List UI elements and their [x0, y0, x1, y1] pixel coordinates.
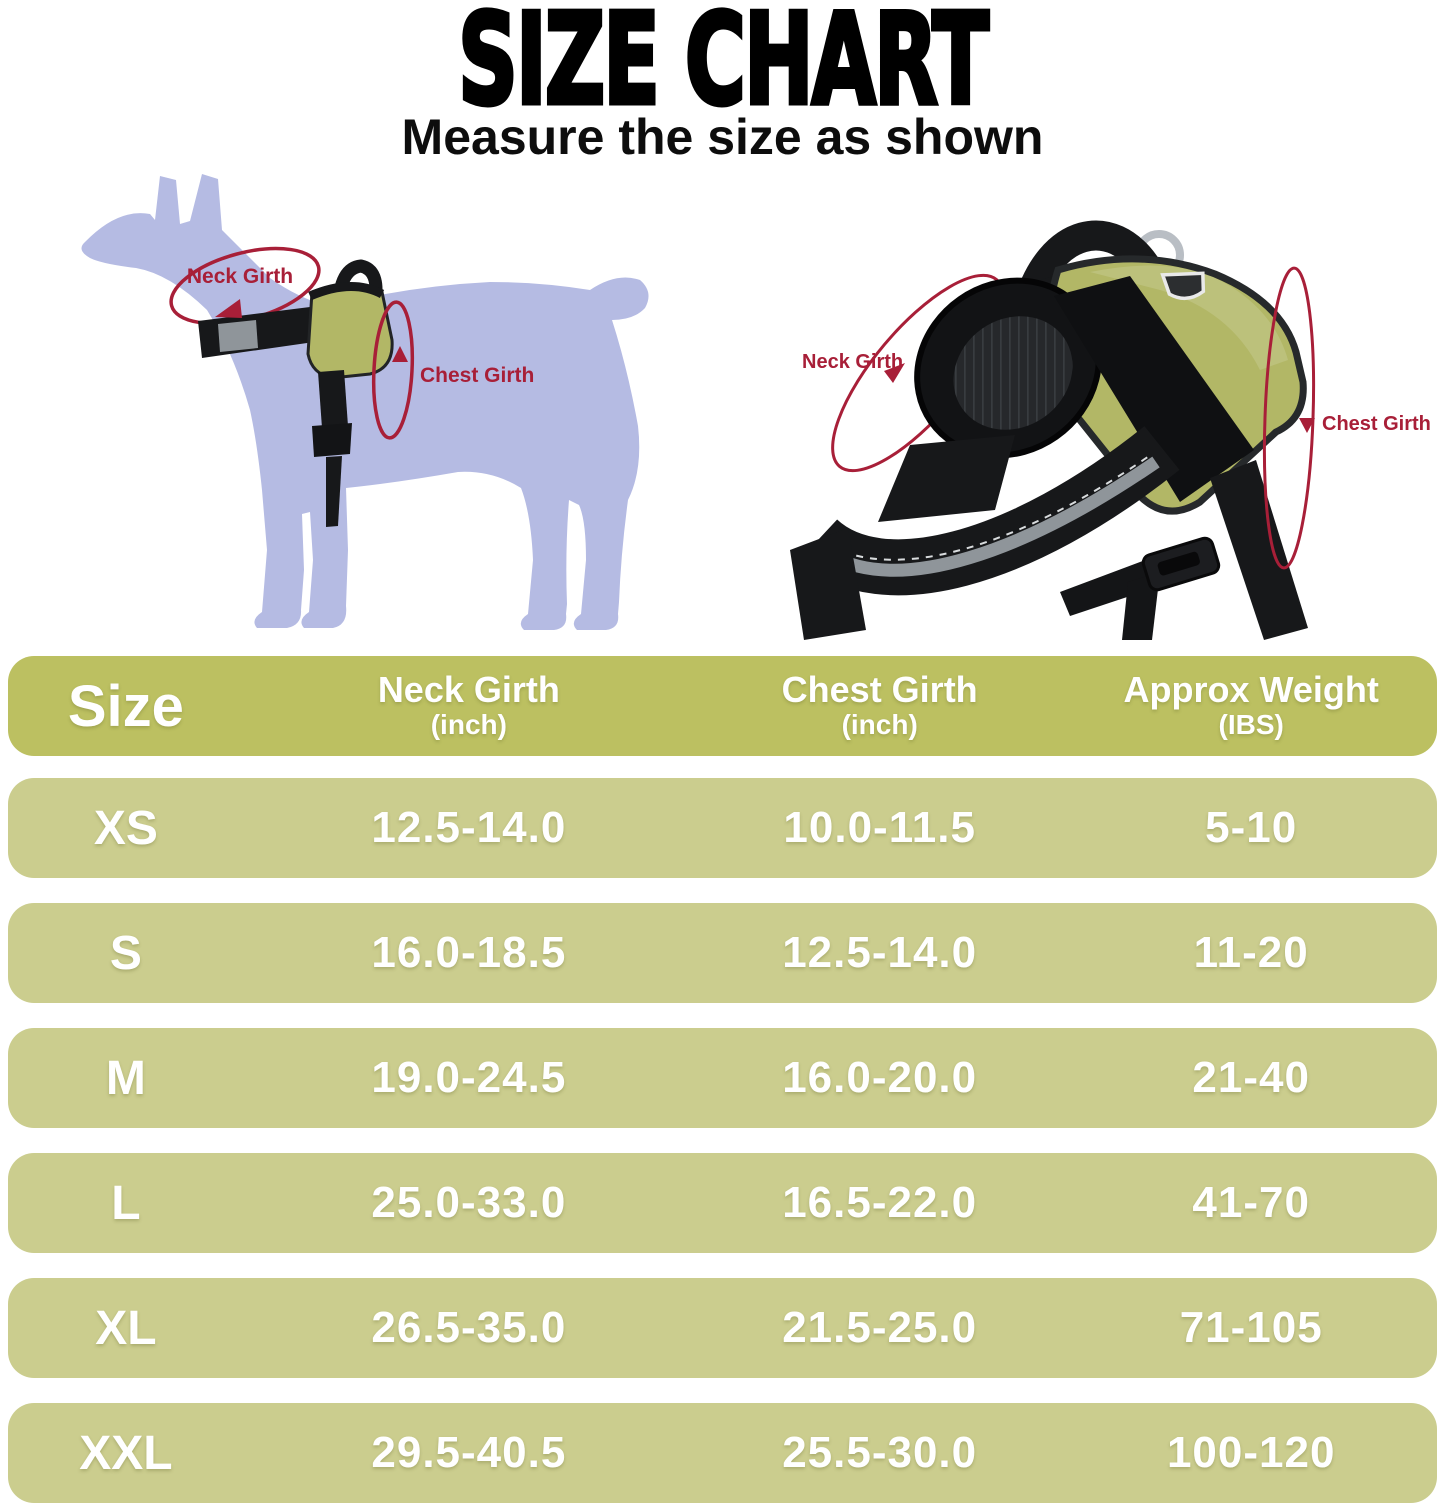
header-chest-girth-label: Chest Girth — [781, 669, 978, 711]
harness-bottom-strap-tail — [1122, 572, 1160, 640]
harness-logo-badge — [1160, 271, 1206, 301]
header-neck-girth-unit: (inch) — [430, 709, 507, 741]
harness-reflective-stripe — [828, 456, 1160, 577]
harness-band-end — [790, 528, 866, 640]
dog-harness-strap-tail — [326, 456, 342, 527]
size-value: XL — [95, 1301, 157, 1355]
dog-harness-neck-trim — [308, 281, 385, 301]
size-value: L — [111, 1176, 141, 1230]
size-value: S — [109, 926, 142, 980]
neck-girth-value: 29.5-40.5 — [371, 1428, 567, 1477]
dog-chest-girth-ellipse — [371, 300, 415, 440]
approx-weight-value: 41-70 — [1192, 1178, 1310, 1227]
page-title: SIZE CHART — [456, 0, 990, 136]
dog-harness-girth-strap — [318, 370, 348, 428]
dog-chest-girth-arrow-icon — [392, 346, 408, 362]
table-row: M 19.0-24.5 16.0-20.0 21-40 — [8, 1028, 1437, 1128]
harness-measurement-diagram: Neck Girth Chest Girth — [790, 220, 1431, 640]
harness-stitching — [829, 453, 1153, 561]
harness-buckle-slot — [1157, 551, 1200, 576]
approx-weight-value: 11-20 — [1193, 928, 1309, 977]
header-chest-girth-unit: (inch) — [841, 709, 918, 741]
dog-harness-reflective-patch — [218, 320, 258, 352]
size-table-header: Size Neck Girth (inch) Chest Girth (inch… — [8, 656, 1437, 756]
chest-girth-value: 10.0-11.5 — [783, 803, 976, 852]
harness-chest-girth-label: Chest Girth — [1322, 413, 1431, 435]
dog-neck-girth-arrow-icon — [215, 299, 242, 318]
harness-neck-pad-mesh — [953, 316, 1073, 430]
size-value: XS — [93, 801, 158, 855]
neck-girth-value: 26.5-35.0 — [371, 1303, 567, 1352]
header-neck-girth: Neck Girth (inch) — [244, 671, 694, 740]
neck-girth-value: 16.0-18.5 — [371, 928, 567, 977]
header-chest-girth: Chest Girth (inch) — [694, 671, 1066, 740]
harness-chest-girth-arrow-icon — [1299, 418, 1315, 433]
neck-girth-value: 19.0-24.5 — [371, 1053, 567, 1102]
header-neck-girth-label: Neck Girth — [377, 669, 560, 711]
page-subtitle: Measure the size as shown — [401, 109, 1044, 165]
table-row: XL 26.5-35.0 21.5-25.0 71-105 — [8, 1278, 1437, 1378]
neck-girth-value: 25.0-33.0 — [371, 1178, 567, 1227]
table-row: S 16.0-18.5 12.5-14.0 11-20 — [8, 903, 1437, 1003]
harness-neck-girth-label: Neck Girth — [802, 351, 903, 373]
header-approx-weight: Approx Weight (IBS) — [1065, 671, 1437, 740]
harness-velcro-band — [1054, 276, 1254, 502]
header-size: Size — [67, 673, 184, 739]
approx-weight-value: 100-120 — [1166, 1428, 1336, 1477]
neck-girth-value: 12.5-14.0 — [371, 803, 567, 852]
header-approx-weight-unit: (IBS) — [1218, 709, 1284, 741]
dog-harness-buckle — [312, 423, 352, 457]
size-table-rows: XS 12.5-14.0 10.0-11.5 5-10 S 16.0-18.5 … — [8, 778, 1437, 1503]
chest-girth-value: 16.0-20.0 — [782, 1053, 978, 1102]
harness-neck-girth-arrow-icon — [884, 363, 905, 383]
dog-silhouette — [81, 174, 649, 630]
chest-girth-value: 12.5-14.0 — [782, 928, 978, 977]
dog-neck-girth-label: Neck Girth — [187, 265, 293, 288]
table-row: L 25.0-33.0 16.5-22.0 41-70 — [8, 1153, 1437, 1253]
table-row: XS 12.5-14.0 10.0-11.5 5-10 — [8, 778, 1437, 878]
approx-weight-value: 5-10 — [1205, 803, 1298, 852]
chest-girth-value: 16.5-22.0 — [782, 1178, 978, 1227]
harness-side-strap — [1210, 460, 1308, 640]
header-approx-weight-label: Approx Weight — [1123, 669, 1379, 711]
table-row: XXL 29.5-40.5 25.5-30.0 100-120 — [8, 1403, 1437, 1503]
harness-bottom-strap — [1060, 556, 1166, 616]
chest-girth-value: 21.5-25.0 — [782, 1303, 978, 1352]
approx-weight-value: 71-105 — [1179, 1303, 1323, 1352]
dog-chest-girth-label: Chest Girth — [420, 364, 534, 387]
harness-shoulder-joint — [878, 435, 1015, 522]
dog-measurement-diagram: Neck Girth Chest Girth — [81, 174, 649, 630]
chest-girth-value: 25.5-30.0 — [782, 1428, 978, 1477]
approx-weight-value: 21-40 — [1192, 1053, 1310, 1102]
size-value: XXL — [79, 1426, 173, 1480]
size-value: M — [105, 1051, 146, 1105]
